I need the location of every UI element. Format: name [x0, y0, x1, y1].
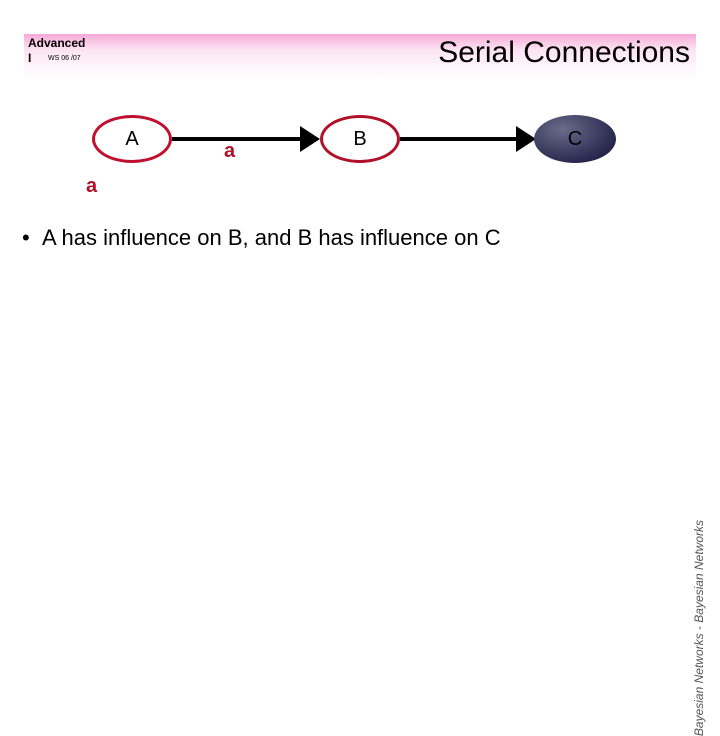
edge-b-c-head	[516, 126, 536, 152]
node-b-label: B	[353, 128, 366, 151]
edge-a-b-line	[172, 137, 300, 141]
bullet-text: • A has influence on B, and B has influe…	[22, 225, 501, 251]
edge-b-c-line	[400, 137, 516, 141]
label-below-a: a	[86, 175, 97, 198]
course-sublabel: WS 06 /07	[48, 55, 81, 62]
course-label-line1: Advanced	[28, 36, 85, 50]
node-a-label: A	[125, 128, 138, 151]
side-text: Bayesian Networks - Bayesian Networks	[692, 520, 706, 736]
node-b: B	[320, 115, 400, 163]
course-label-line2: I	[28, 51, 31, 65]
node-c-label: C	[568, 128, 582, 151]
bullet-prefix: •	[22, 225, 30, 250]
page-title: Serial Connections	[438, 36, 690, 70]
node-c: C	[534, 115, 616, 163]
node-a: A	[92, 115, 172, 163]
edge-a-b-head	[300, 126, 320, 152]
bullet-content: A has influence on B, and B has influenc…	[42, 225, 501, 250]
label-between-ab: a	[224, 140, 235, 163]
